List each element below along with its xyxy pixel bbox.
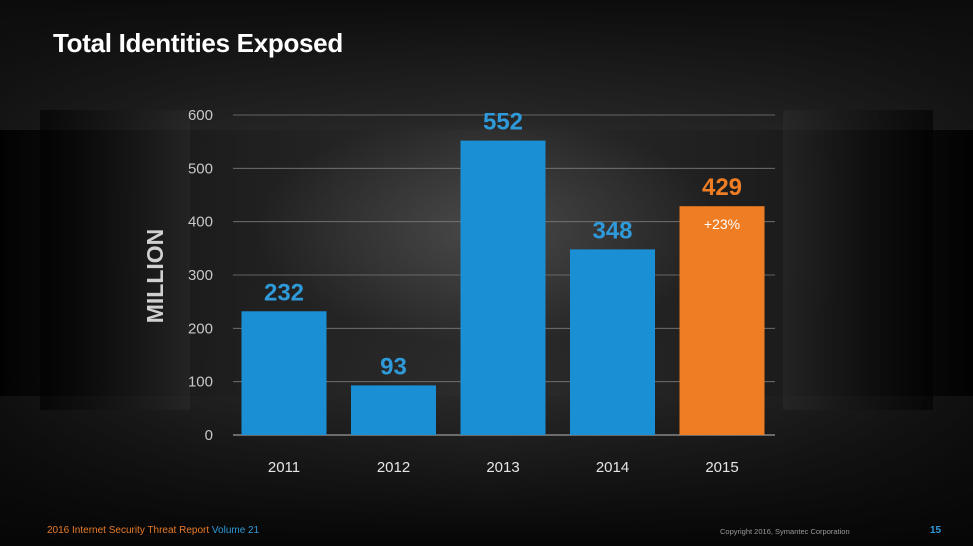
growth-annotation: +23% (704, 216, 740, 232)
y-tick-label: 400 (188, 214, 213, 231)
bar-2015 (679, 206, 765, 435)
x-tick-label: 2011 (268, 459, 300, 476)
x-tick-label: 2014 (596, 459, 629, 476)
y-tick-label: 0 (205, 427, 213, 444)
bar-2014 (570, 249, 655, 435)
y-tick-label: 600 (188, 107, 213, 124)
data-label-2015: 429 (702, 174, 742, 201)
x-tick-label: 2015 (705, 459, 738, 476)
data-labels: 232 93 552 348 429 (264, 109, 742, 381)
y-tick-label: 500 (188, 160, 213, 177)
y-tick-label: 300 (188, 267, 213, 284)
bar-2012 (351, 385, 436, 435)
background-server-rack-left (40, 110, 190, 410)
y-tick-label: 100 (188, 374, 213, 391)
footer-copyright: Copyright 2016, Symantec Corporation (720, 527, 850, 536)
y-tick-label: 200 (188, 320, 213, 337)
y-axis-label: MILLION (142, 229, 168, 324)
data-label-2011: 232 (264, 279, 304, 306)
footer-report-name: 2016 Internet Security Threat Report (47, 525, 210, 536)
bar-2011 (241, 311, 327, 435)
data-label-2012: 93 (380, 353, 407, 380)
footer-volume: Volume 21 (211, 525, 260, 536)
x-tick-label: 2012 (377, 459, 410, 476)
bars (241, 140, 765, 435)
background-ceiling (0, 0, 973, 130)
x-axis-ticks: 2011 2012 2013 2014 2015 (268, 459, 739, 476)
slide-title: Total Identities Exposed (53, 28, 343, 58)
data-label-2013: 552 (483, 109, 523, 136)
background-server-rack-right (783, 110, 933, 410)
y-axis-ticks: 0 100 200 300 400 500 600 (188, 107, 213, 444)
bar-2013 (460, 140, 546, 435)
data-label-2014: 348 (592, 217, 632, 244)
footer-report-title: 2016 Internet Security Threat Report Vol… (47, 525, 259, 536)
page-number: 15 (930, 525, 942, 536)
x-tick-label: 2013 (486, 459, 519, 476)
